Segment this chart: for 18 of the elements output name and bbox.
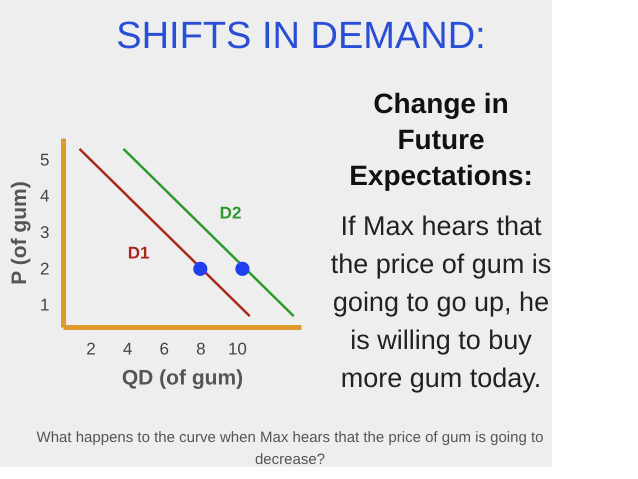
text: Change in Future Expectations:: [349, 88, 533, 191]
y-tick-label: 2: [40, 259, 50, 278]
x-tick-label: 8: [196, 340, 206, 358]
series-label: D2: [220, 204, 242, 222]
x-tick-label: 6: [159, 340, 169, 358]
x-tick-label: 2: [86, 340, 96, 358]
text: What happens to the curve when Max hears that the price of gum is going to decrease?: [36, 429, 544, 468]
y-tick-label: 5: [40, 150, 50, 170]
y-tick-label: 3: [40, 223, 50, 242]
series-label: D1: [128, 244, 150, 262]
y-axis-title: P (of gum): [8, 181, 32, 285]
x-axis-title: QD (of gum): [122, 366, 244, 390]
y-tick-label: 4: [40, 186, 50, 206]
chart-title: SHIFTS IN DEMAND:: [116, 15, 486, 57]
text: If Max hears that the price of gum is going to go up, he is willing to buy more gum today.: [330, 211, 552, 393]
x-tick-label: 10: [228, 340, 247, 358]
y-tick-label: 1: [40, 296, 50, 315]
x-tick-label: 4: [122, 340, 132, 358]
